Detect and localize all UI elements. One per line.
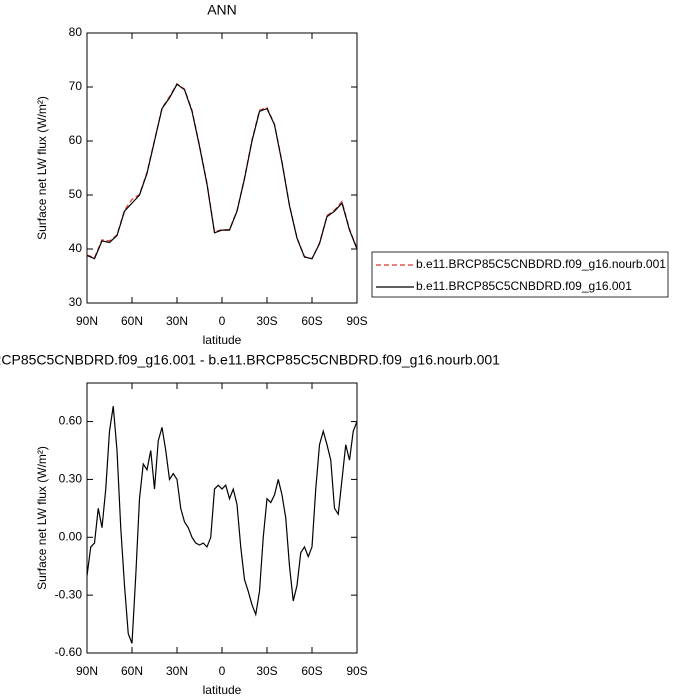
data-line: [86, 83, 358, 260]
x-tick-label: 90S: [346, 664, 367, 678]
y-tick-label: 80: [69, 25, 83, 39]
y-tick-label: 0.30: [59, 472, 83, 486]
y-tick-label: 70: [69, 79, 83, 93]
x-tick-label: 60S: [301, 314, 322, 328]
x-tick-label: 90N: [76, 664, 98, 678]
y-tick-label: 40: [69, 241, 83, 255]
chart-title: ANN: [207, 2, 237, 18]
legend-box: [371, 251, 669, 298]
y-tick-label: -0.30: [55, 587, 83, 601]
chart-title: b.e11.BRCP85C5CNBDRD.f09_g16.001 - b.e11…: [0, 352, 500, 368]
x-tick-label: 30S: [256, 314, 277, 328]
y-tick-label: -0.60: [55, 645, 83, 659]
y-tick-label: 0.60: [59, 414, 83, 428]
y-tick-label: 50: [69, 187, 83, 201]
data-line: [86, 406, 358, 644]
legend-label: b.e11.BRCP85C5CNBDRD.f09_g16.nourb.001: [416, 257, 666, 271]
data-line: [86, 82, 358, 260]
y-axis-label: Surface net LW flux (W/m²): [35, 96, 49, 240]
y-tick-label: 30: [69, 295, 83, 309]
y-tick-label: 0.00: [59, 529, 83, 543]
x-tick-label: 30N: [166, 664, 188, 678]
x-tick-label: 30N: [166, 314, 188, 328]
x-tick-label: 30S: [256, 664, 277, 678]
plot-frame: [86, 32, 358, 304]
y-tick-label: 60: [69, 133, 83, 147]
x-axis-label: latitude: [203, 333, 242, 347]
x-tick-label: 90S: [346, 314, 367, 328]
x-tick-label: 0: [219, 314, 226, 328]
plot-frame: [86, 382, 358, 654]
legend-label: b.e11.BRCP85C5CNBDRD.f09_g16.001: [416, 279, 632, 293]
x-tick-label: 60N: [121, 314, 143, 328]
x-tick-label: 60N: [121, 664, 143, 678]
x-axis-label: latitude: [203, 683, 242, 697]
x-tick-label: 60S: [301, 664, 322, 678]
x-tick-label: 0: [219, 664, 226, 678]
x-tick-label: 90N: [76, 314, 98, 328]
y-axis-label: Surface net LW flux (W/m²): [35, 446, 49, 590]
